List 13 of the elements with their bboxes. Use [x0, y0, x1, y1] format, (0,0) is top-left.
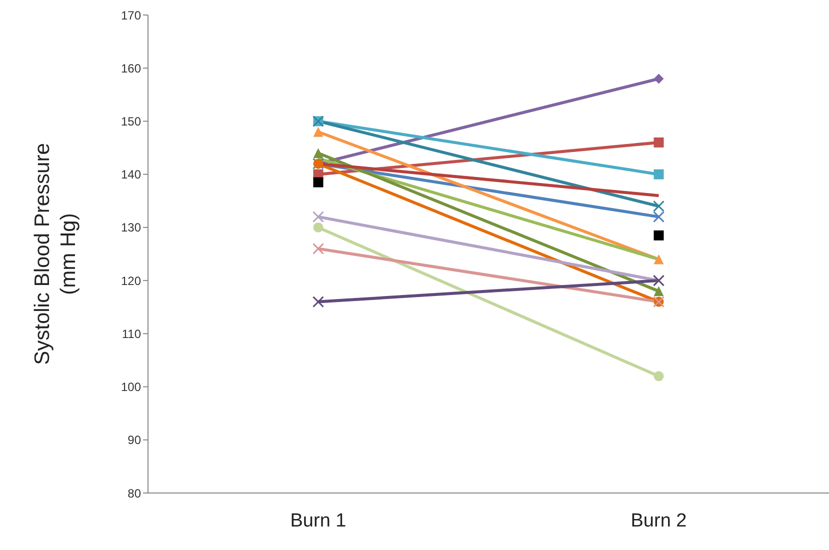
y-tick-label: 130 [120, 220, 142, 235]
y-tick-label: 150 [120, 114, 142, 128]
x-tick-label: Burn 1 [290, 510, 346, 532]
y-tick-label: 80 [128, 486, 142, 500]
y-tick-label: 90 [128, 433, 142, 448]
y-tick-label: 100 [120, 380, 142, 394]
x-tick-label: Burn 2 [630, 510, 687, 532]
y-tick-label: 160 [120, 61, 142, 76]
y-tick-label: 170 [120, 8, 142, 22]
y-tick-label: 120 [120, 274, 142, 288]
y-tick-label: 110 [122, 326, 142, 341]
y-axis-title: Systolic Blood Pressure (mm Hg) [31, 143, 80, 365]
y-tick-label: 140 [120, 168, 142, 182]
